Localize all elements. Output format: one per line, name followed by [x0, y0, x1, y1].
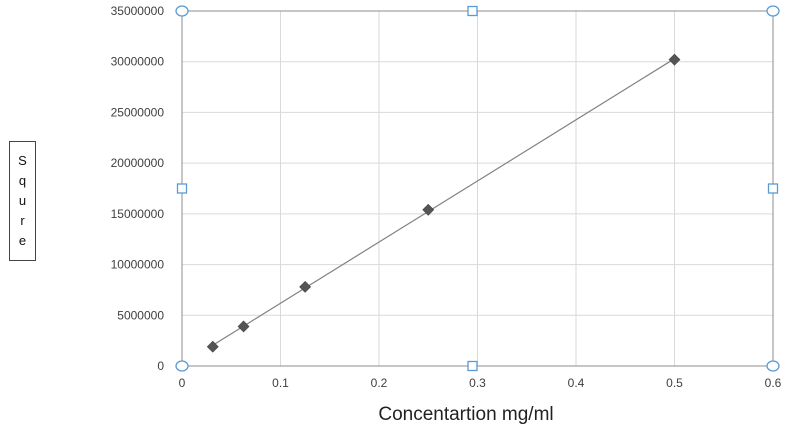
y-tick-label: 20000000 [111, 156, 165, 170]
selection-handles [175, 5, 780, 372]
x-tick-label: 0.4 [568, 376, 585, 390]
y-tick-labels: 0 5000000 10000000 15000000 20000000 25000000… [111, 4, 165, 373]
y-tick-label: 25000000 [111, 105, 165, 119]
edge-handle [467, 5, 478, 17]
y-tick-label: 15000000 [111, 207, 165, 221]
trendline [212, 58, 675, 346]
x-tick-label: 0.3 [469, 376, 486, 390]
corner-handle [175, 5, 189, 17]
data-points [206, 53, 681, 353]
y-tick-label: 0 [157, 359, 164, 373]
y-axis-label-letter: S [18, 153, 27, 168]
edge-handle [467, 360, 478, 372]
y-tick-label: 5000000 [117, 308, 164, 322]
corner-handle [766, 5, 780, 17]
y-axis-label-letter: e [18, 233, 27, 248]
data-point-marker [237, 320, 250, 333]
y-tick-label: 10000000 [111, 258, 165, 272]
x-tick-label: 0 [179, 376, 186, 390]
data-point-marker [299, 280, 312, 293]
edge-handle [767, 183, 779, 194]
x-tick-labels: 0 0.1 0.2 0.3 0.4 0.5 0.6 [179, 376, 782, 390]
corner-handle [175, 360, 189, 372]
edge-handle [176, 183, 188, 194]
data-point-marker [206, 340, 219, 353]
data-point-marker [668, 53, 681, 66]
y-tick-label: 35000000 [111, 4, 165, 18]
y-axis-label-letter: r [20, 213, 25, 228]
y-axis-label-letter: q [18, 173, 27, 188]
y-axis-label-letter: u [18, 193, 27, 208]
x-tick-label: 0.6 [765, 376, 782, 390]
x-tick-label: 0.1 [272, 376, 289, 390]
x-tick-label: 0.5 [666, 376, 683, 390]
x-axis-label: Concentartion mg/ml [378, 404, 553, 425]
x-tick-label: 0.2 [371, 376, 388, 390]
y-tick-label: 30000000 [111, 55, 165, 69]
grid [181, 10, 774, 367]
data-point-marker [422, 203, 435, 216]
corner-handle [766, 360, 780, 372]
